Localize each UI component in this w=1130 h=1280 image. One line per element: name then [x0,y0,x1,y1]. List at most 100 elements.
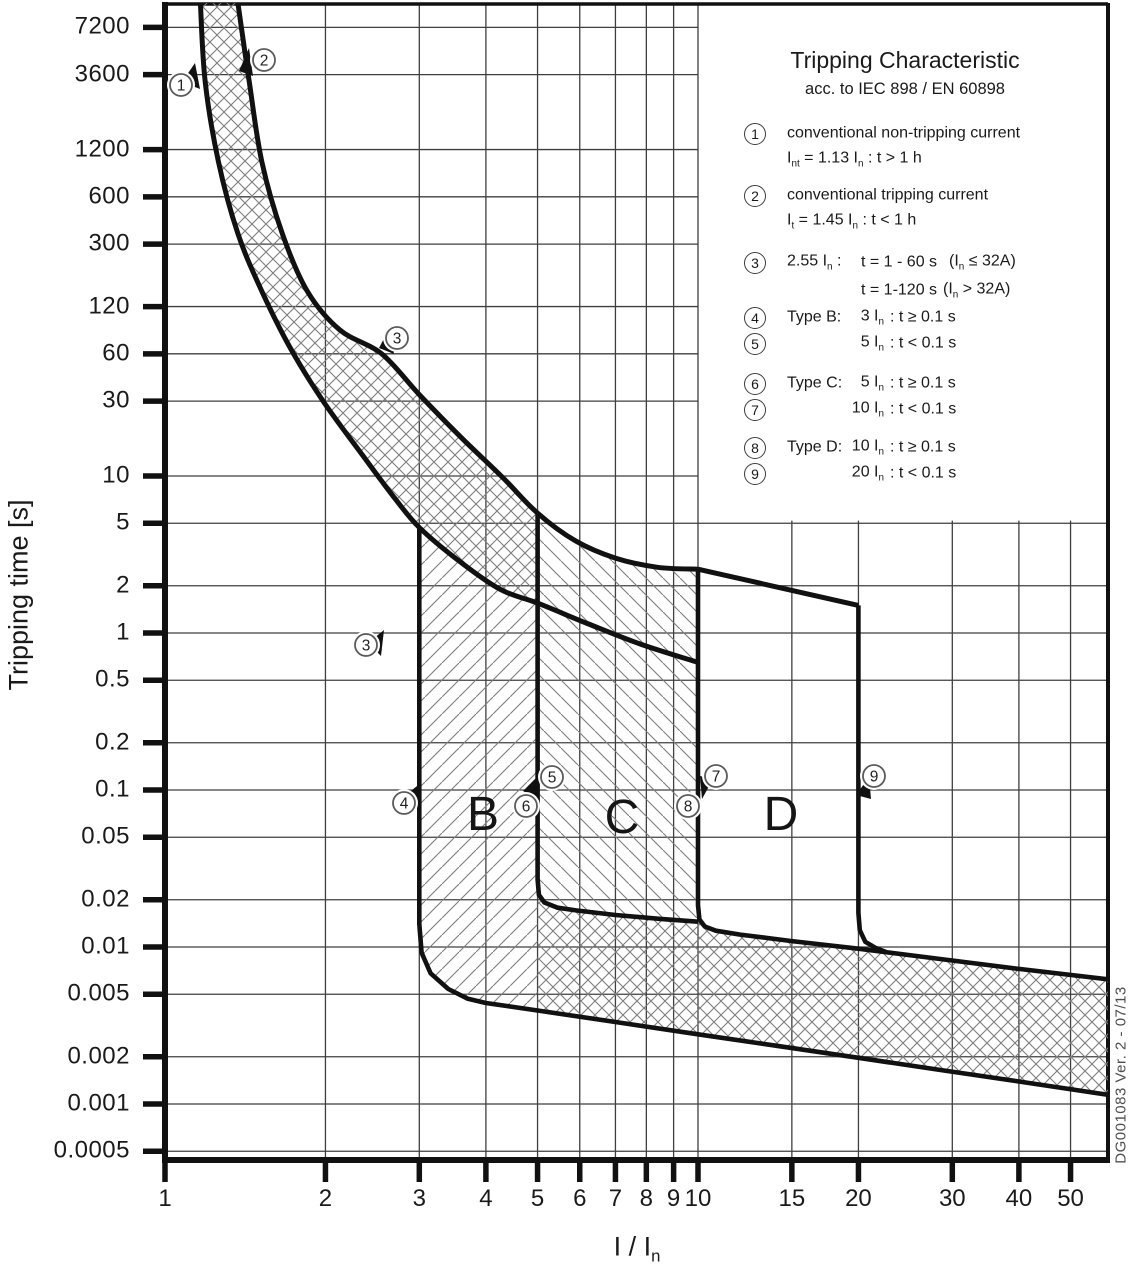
x-tick-label: 20 [845,1185,872,1212]
annotation-number-4: 4 [400,796,409,813]
y-tick-label: 0.5 [95,665,130,693]
curve-type-b-instantaneous-boundary-3In [417,527,1108,1098]
legend-item-circle-8: 8 [744,437,766,459]
y-tick-label: 0.02 [81,885,130,913]
x-axis-title: I / In [613,1231,661,1266]
annotation-number-6: 6 [522,799,531,816]
curve-conventional-non-tripping-current-lower-limit [197,3,699,665]
legend-item-circle-9: 9 [744,463,766,485]
legend-item-condition-3-1: t = 1-120 s [861,281,938,299]
x-tick-label: 8 [639,1185,654,1212]
y-tick-label: 3600 [74,60,130,88]
document-reference: DG001083 Ver. 2 - 07/13 [1112,986,1130,1164]
y-tick-label: 0.1 [95,775,130,803]
y-tick-label: 1200 [74,135,130,163]
legend-item-condition-5: : t < 0.1 s [890,334,957,352]
annotation-circle-2 [252,48,276,72]
curve-tripping-upper-limit-type-d-extension [697,566,859,608]
y-tick-label: 7200 [74,12,130,40]
x-tick-label: 4 [479,1185,493,1212]
legend-item-text-1: conventional non-tripping current [787,124,1021,142]
legend-item-condition-8: : t ≥ 0.1 s [890,438,956,456]
legend-item-text-2: conventional tripping current [787,186,989,204]
x-tick-label: 50 [1057,1185,1084,1212]
x-tick-label: 3 [412,1185,426,1212]
y-tick-label: 30 [102,386,130,414]
region-type-c-region [537,513,698,922]
annotation-circle-9 [862,764,886,788]
y-axis-title: Tripping time [s] [3,499,34,691]
x-tick-label: 1 [158,1185,172,1212]
annotation-circle-4 [392,791,416,815]
region-letter-D: D [764,788,799,841]
annotation-circle-5 [540,765,564,789]
y-tick-label: 0.001 [67,1089,130,1117]
legend-item-note-3-1: (In > 32A) [943,280,1011,301]
y-tick-label: 0.05 [81,822,130,850]
legend-item-circle-1: 1 [744,123,766,145]
y-tick-label: 0.005 [67,979,130,1007]
y-tick-label: 0.0005 [53,1136,130,1164]
legend-item-multiple-5: 5 In [860,333,884,354]
x-tick-label: 30 [938,1185,966,1212]
legend-item-multiple-9: 20 In [851,463,884,484]
annotation-circle-1 [169,73,193,97]
y-tick-label: 1 [116,618,130,646]
legend-item-circle-5: 5 [744,333,766,355]
legend-item-circle-7: 7 [744,399,766,421]
legend-item-circle-3: 3 [744,252,766,274]
legend-item-multiple-6: 5 In [860,373,884,394]
annotation-number-1: 1 [177,78,186,95]
hatched-tolerance-regions [200,3,1108,1095]
y-tick-label: 60 [102,339,130,367]
type-region-letters: B C D [467,788,798,844]
region-type-b-region [419,527,538,1011]
x-tick-label: 10 [684,1185,712,1212]
annotation-circle-3 [354,633,378,657]
x-tick-label: 6 [573,1185,587,1212]
annotation-number-3: 3 [362,638,371,655]
region-instantaneous-time-band [537,879,1108,1095]
legend-item-condition-4: : t ≥ 0.1 s [890,308,956,326]
y-tick-label: 0.2 [95,728,130,756]
legend-item-label-4: Type B: [787,308,842,326]
region-thermal-tolerance-band [200,3,538,604]
curve-conventional-tripping-current-upper-limit [235,3,699,572]
legend-title: Tripping Characteristic [790,47,1020,73]
y-tick-label: 300 [88,229,130,257]
x-tick-label: 9 [666,1185,681,1212]
axis-tick-marks [143,24,1074,1182]
annotation-number-7: 7 [712,769,721,786]
legend-item-circle-6: 6 [744,373,766,395]
annotation-number-5: 5 [548,770,557,787]
legend-item-circle-2: 2 [744,185,766,207]
x-tick-label: 15 [778,1185,806,1212]
annotation-wedge-2 [239,48,253,76]
x-tick-label: 7 [608,1185,623,1212]
legend-item-label-3: 2.55 In : [787,252,842,273]
legend-item-formula-1: Int = 1.13 In : t > 1 h [787,149,922,170]
y-tick-label: 0.01 [81,932,130,960]
annotation-circle-3 [385,326,409,350]
region-letter-C: C [605,791,640,844]
legend-item-note-3-0: (In ≤ 32A) [949,252,1016,273]
legend-item-multiple-4: 3 In [860,307,884,328]
x-tick-label: 40 [1005,1185,1033,1212]
annotation-number-8: 8 [684,799,693,816]
y-tick-label: 0.002 [67,1042,130,1070]
legend-item-multiple-8: 10 In [851,437,884,458]
legend-item-label-6: Type C: [787,374,843,392]
annotation-wedge-5 [523,777,537,799]
curve-type-d-boundary-20In [856,605,887,955]
x-tick-label: 5 [530,1185,545,1212]
annotation-number-2: 2 [260,53,269,70]
y-tick-label: 120 [88,292,130,320]
curve-type-c-d-boundary-10In [695,569,1108,982]
legend-item-circle-4: 4 [744,307,766,329]
legend-item-condition-7: : t < 0.1 s [890,400,957,418]
legend-item-formula-2: It = 1.45 In : t < 1 h [787,211,917,232]
annotation-number-9: 9 [870,769,879,786]
